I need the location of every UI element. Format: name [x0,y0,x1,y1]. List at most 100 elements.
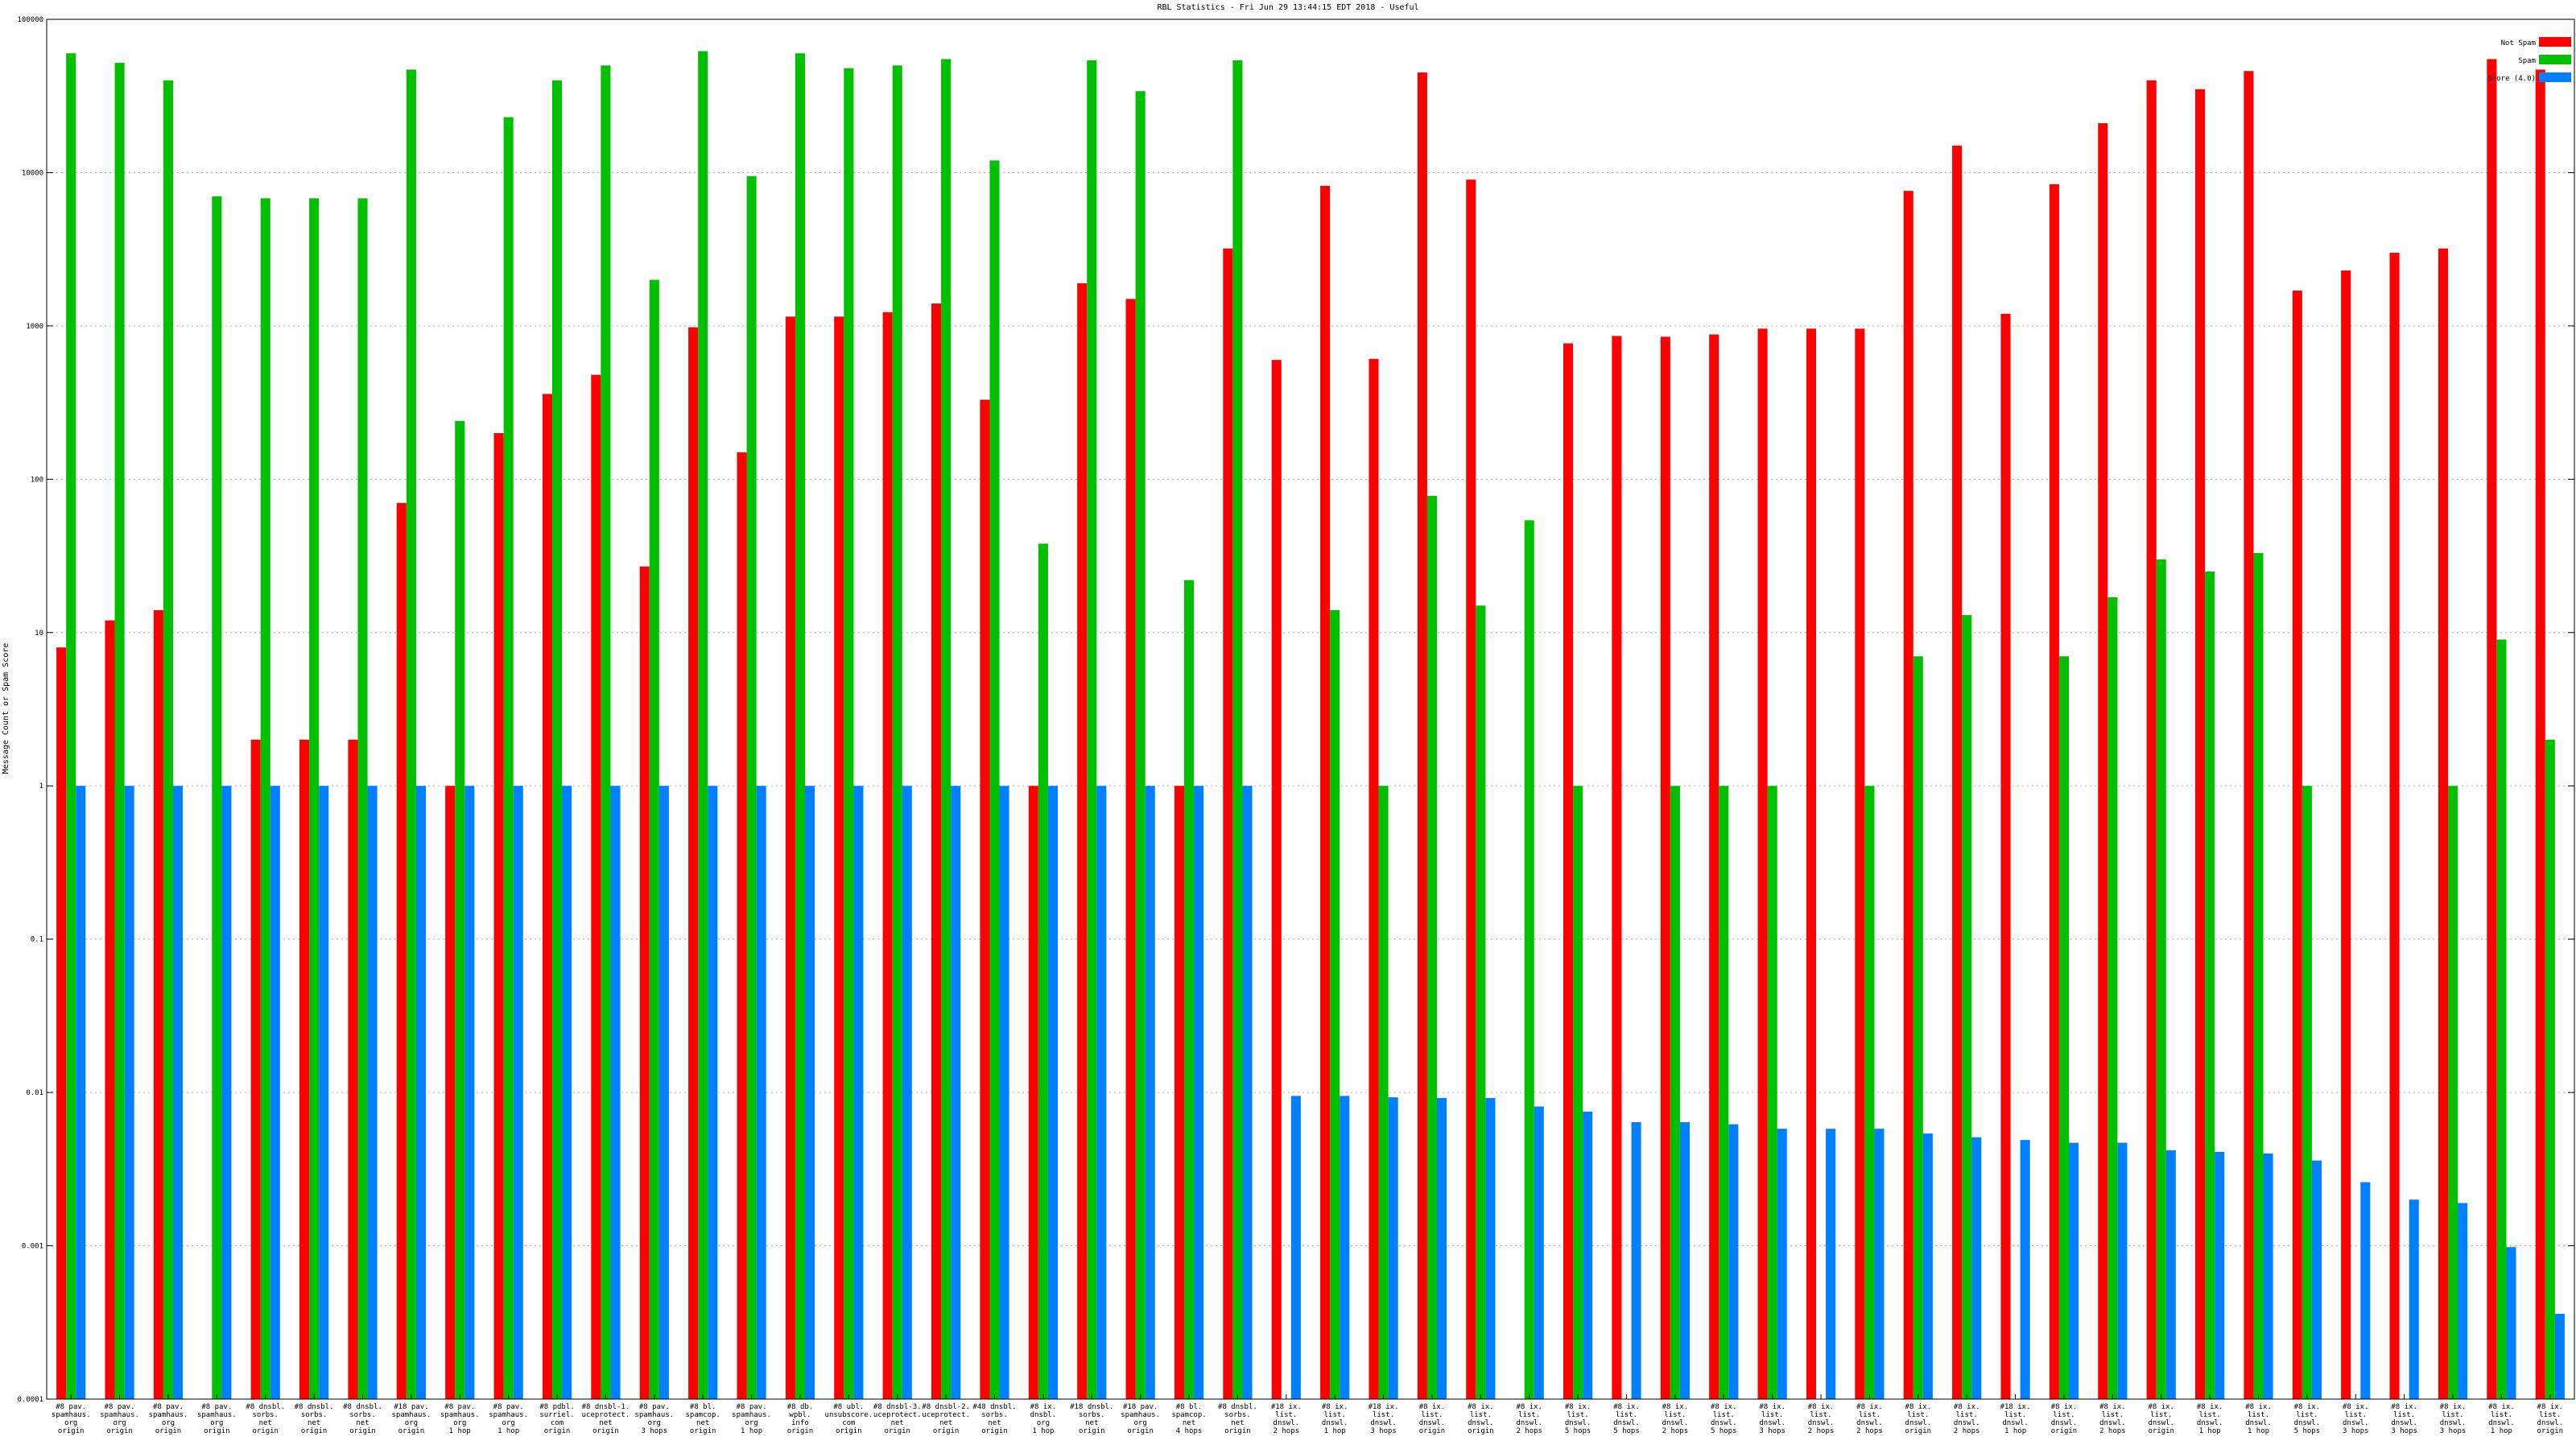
bar-not-spam [882,312,893,1399]
bar-score-4-0 [1437,1098,1447,1399]
x-tick-label: #8 dnsbl-1. uceprotect. net origin [582,1403,630,1435]
bar-not-spam [834,316,844,1399]
bar-not-spam [737,452,747,1399]
bar-score-4-0 [367,786,378,1399]
bar-not-spam [639,566,650,1399]
y-tick-label: 100000 [17,16,43,24]
bar-spam [601,65,611,1400]
bar-not-spam [2195,89,2206,1399]
bar-score-4-0 [853,786,864,1399]
bar-spam [1913,656,1923,1399]
bar-score-4-0 [1485,1098,1496,1399]
bar-not-spam [1806,328,1816,1399]
bar-not-spam [105,620,115,1399]
bar-score-4-0 [1728,1124,1739,1399]
bar-not-spam [153,609,163,1399]
bar-not-spam [1125,299,1136,1400]
bar-not-spam [396,502,407,1400]
bar-spam [357,198,368,1400]
bar-score-4-0 [464,786,475,1399]
x-tick-label: #8 pav. spamhaus. org 1 hop [489,1403,528,1435]
bar-spam [552,80,563,1400]
bar-not-spam [299,739,310,1399]
bar-spam [212,196,222,1399]
bar-not-spam [348,739,358,1399]
bar-score-4-0 [2020,1140,2030,1399]
bar-spam [1087,60,1097,1400]
x-tick-label: #8 ix. list. dnswl. origin [1468,1403,1494,1435]
x-tick-label: #8 pav. spamhaus. org origin [52,1403,91,1435]
bar-spam [2496,639,2507,1399]
x-tick-label: #8 bl. spamcop. net 4 hops [1171,1403,1206,1435]
y-tick-label: 10 [35,630,43,638]
bar-spam [1719,786,1729,1399]
bar-score-4-0 [708,786,718,1399]
bar-not-spam [931,303,942,1400]
y-axis-label: Message Count or Spam Score [2,643,10,774]
x-tick-label: #8 ix. list. dnswl. 3 hops [1759,1403,1785,1435]
chart-title: RBL Statistics - Fri Jun 29 13:44:15 EDT… [1157,3,1418,12]
x-tick-label: #18 pav. spamhaus. org origin [391,1403,431,1435]
bar-score-4-0 [221,786,232,1399]
bar-not-spam [1320,185,1331,1399]
bar-not-spam [1271,360,1282,1399]
bar-not-spam [2438,248,2448,1399]
bar-spam [2253,553,2264,1399]
y-axis-ticks: 100000 10000 1000 100 10 1 0.1 0.01 0.001 0.0001 [17,16,2574,1404]
x-tick-label: #8 pav. spamhaus. org 3 hops [634,1403,674,1435]
bar-spam [1962,615,1972,1399]
x-tick-label: #8 ix. list. dnswl. 1 hop [2488,1403,2515,1435]
legend-label: Not Spam [2501,39,2536,47]
bar-score-4-0 [124,786,134,1399]
bar-not-spam [2292,291,2302,1399]
bar-score-4-0 [1583,1111,1593,1399]
y-tick-label: 0.1 [31,936,43,944]
bar-spam [844,68,854,1400]
bar-score-4-0 [2554,1314,2565,1399]
bar-score-4-0 [951,786,961,1399]
x-tick-label: #8 dnsbl. sorbs. net origin [343,1403,382,1435]
x-tick-label: #8 pav. spamhaus. org origin [100,1403,139,1435]
bar-spam [1426,495,1437,1399]
x-tick-label: #8 dnsbl. sorbs. net origin [246,1403,285,1435]
x-tick-label: #8 ix. list. dnswl. 2 hops [1954,1403,1980,1435]
bar-score-4-0 [1290,1096,1301,1399]
y-tick-label: 1000 [26,323,43,331]
bar-not-spam [591,374,601,1399]
x-tick-label: #8 ix. list. dnswl. 3 hops [2391,1403,2417,1435]
x-tick-label: #8 dnsbl-3. uceprotect. net origin [873,1403,922,1435]
bar-not-spam [1174,786,1184,1399]
x-tick-label: #8 ix. list. dnswl. 1 hop [2245,1403,2272,1435]
bar-spam [795,53,805,1399]
bar-not-spam [493,433,504,1399]
bar-spam [892,65,902,1400]
bar-not-spam [1952,145,1963,1400]
bar-score-4-0 [415,786,426,1399]
bar-spam [649,279,659,1400]
bar-score-4-0 [1679,1122,1690,1399]
x-tick-label: #18 dnsbl. sorbs. net origin [1070,1403,1113,1435]
bar-not-spam [56,647,67,1399]
bar-spam [746,175,757,1399]
x-tick-label: #8 db. wpbl. info origin [787,1403,814,1435]
x-tick-label: #18 ix. list. dnswl. 3 hops [1368,1403,1399,1435]
x-tick-label: #8 ix. list. dnswl. 5 hops [1565,1403,1591,1435]
bar-spam [163,80,173,1400]
x-tick-label: #8 ix. list. dnswl. 2 hops [1808,1403,1835,1435]
plot-frame [46,19,2575,1400]
x-tick-label: #8 ix. dnsbl. org 1 hop [1030,1403,1057,1435]
bar-spam [989,160,1000,1399]
x-tick-label: #8 ix. list. dnswl. 3 hops [2343,1403,2369,1435]
bar-spam [66,53,76,1399]
x-tick-label: #8 dnsbl. sorbs. net origin [1218,1403,1257,1435]
bar-spam [1524,520,1534,1399]
legend-swatch [2539,55,2571,64]
bar-not-spam [2000,313,2011,1399]
legend-swatch [2539,37,2571,47]
x-tick-label: #18 pav. spamhaus. org origin [1121,1403,1160,1435]
bar-score-4-0 [2360,1182,2371,1399]
bar-spam [2107,597,2118,1399]
legend-swatch [2539,72,2571,82]
bar-spam [309,198,320,1400]
